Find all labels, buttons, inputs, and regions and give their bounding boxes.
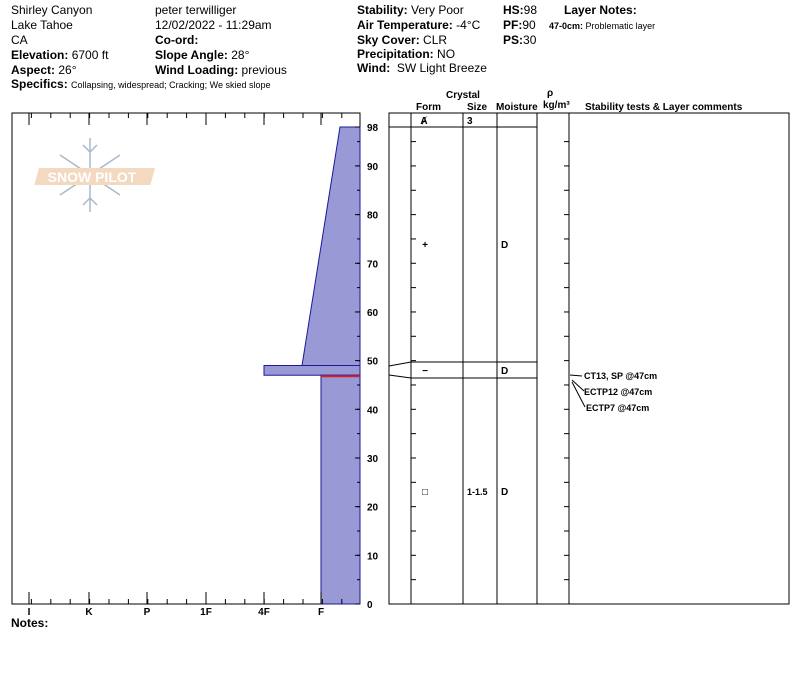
header-crystal: Crystal: [446, 90, 480, 101]
grain-form-1: Ⱥ: [420, 116, 427, 127]
ps: PS:30: [503, 33, 537, 47]
svg-text:SNOW PILOT: SNOW PILOT: [48, 169, 137, 185]
hardness-profile: [263, 126, 361, 605]
sky-cover: Sky Cover: CLR: [357, 33, 448, 47]
observer: peter terwilliger: [155, 3, 237, 17]
height-tick-label: 90: [367, 162, 379, 173]
snowpilot-logo: SNOW PILOT: [34, 138, 155, 212]
height-tick-label: 10: [367, 551, 379, 562]
slope-angle: Slope Angle: 28°: [155, 48, 250, 62]
precipitation: Precipitation: NO: [357, 47, 456, 61]
datetime: 12/02/2022 - 11:29am: [155, 18, 272, 32]
hardness-layer: [320, 374, 361, 605]
height-tick-label: 30: [367, 454, 379, 465]
notes-label: Notes:: [11, 616, 49, 630]
moisture-4: D: [501, 487, 508, 498]
height-tick-label: 20: [367, 503, 379, 514]
grain-size-1: 3: [467, 116, 473, 127]
layer-notes-label: Layer Notes:: [564, 3, 637, 17]
height-tick-label: 80: [367, 211, 379, 222]
test-result-1: CT13, SP @47cm: [584, 371, 657, 381]
height-tick-label: 40: [367, 405, 379, 416]
layer-table: [357, 112, 790, 605]
header-density: kg/m³: [543, 100, 570, 111]
hardness-layer: [263, 365, 361, 376]
grain-form-3: −: [422, 366, 428, 377]
height-tick-label: 50: [367, 357, 379, 368]
hardness-tick-label: 4F: [258, 607, 270, 618]
hardness-tick-label: K: [85, 607, 93, 618]
header-form: Form: [416, 102, 441, 113]
coord: Co-ord:: [155, 33, 199, 47]
moisture-2: D: [501, 240, 508, 251]
hardness-layer: [301, 126, 361, 366]
range: Lake Tahoe: [11, 18, 73, 32]
wind-loading: Wind Loading: previous: [155, 63, 287, 77]
height-tick-label: 70: [367, 259, 379, 270]
wind: Wind: SW Light Breeze: [357, 61, 487, 75]
grain-form-2: +: [422, 240, 428, 251]
hs: HS:98: [503, 3, 538, 17]
stability: Stability: Very Poor: [357, 3, 464, 17]
grain-form-4: □: [422, 487, 428, 498]
specifics: Specifics: Collapsing, widespread; Crack…: [11, 77, 271, 91]
air-temperature: Air Temperature: -4°C: [357, 18, 481, 32]
hardness-tick-label: P: [144, 607, 151, 618]
state: CA: [11, 33, 28, 47]
height-tick-label: 60: [367, 308, 379, 319]
elevation: Elevation: 6700 ft: [11, 48, 109, 62]
location: Shirley Canyon: [11, 3, 93, 17]
header-size: Size: [467, 102, 488, 113]
moisture-3: D: [501, 366, 508, 377]
height-tick-label: 98: [367, 123, 379, 134]
header-moisture: Moisture: [496, 102, 538, 113]
grain-size-4: 1-1.5: [467, 487, 488, 497]
hardness-tick-label: I: [28, 607, 31, 618]
pf: PF:90: [503, 18, 536, 32]
header-comments: Stability tests & Layer comments: [585, 102, 743, 113]
height-tick-label: 0: [367, 600, 373, 611]
header-rho: ρ: [547, 88, 554, 99]
test-result-3: ECTP7 @47cm: [586, 403, 649, 413]
hardness-axis: I K P 1F 4F F: [11, 113, 343, 618]
layer-note: 47-0cm: Problematic layer: [549, 21, 656, 31]
test-result-2: ECTP12 @47cm: [584, 387, 652, 397]
aspect: Aspect: 26°: [11, 63, 77, 77]
hardness-tick-label: F: [318, 607, 324, 618]
hardness-tick-label: 1F: [200, 607, 212, 618]
